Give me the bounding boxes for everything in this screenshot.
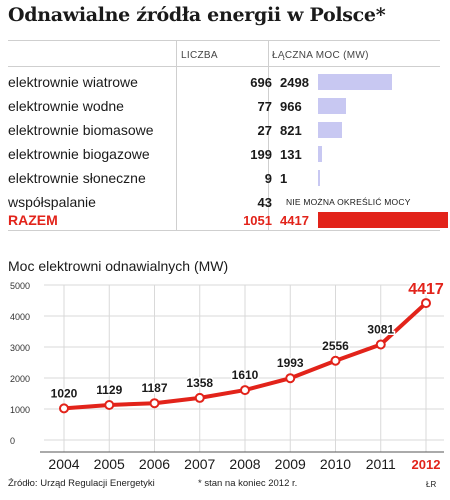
power-bar [318, 98, 347, 114]
data-label: 1129 [96, 383, 122, 397]
x-tick-label: 2010 [320, 456, 351, 472]
data-point [59, 403, 69, 414]
table-top-rule [8, 40, 440, 41]
row-count: 696 [250, 75, 272, 90]
count-column-divider [176, 40, 177, 230]
data-label: 1358 [186, 376, 213, 390]
row-label: elektrownie wodne [8, 98, 124, 114]
x-tick-label: 2006 [139, 456, 170, 472]
table-row: elektrownie biogazowe 199 131 [8, 142, 440, 166]
x-tick-label: 2012 [412, 457, 441, 472]
table-row: elektrownie biomasowe 27 821 [8, 118, 440, 142]
power-bar [318, 122, 343, 138]
y-tick-label: 2000 [10, 374, 30, 384]
x-tick-label: 2008 [229, 456, 260, 472]
row-count: 9 [264, 171, 272, 186]
data-point [330, 355, 341, 366]
row-count: 27 [257, 123, 272, 138]
table-total-row: RAZEM 1051 4417 [8, 208, 448, 232]
y-tick-label: 4000 [10, 312, 30, 322]
data-label: 1610 [232, 368, 259, 382]
row-count: 43 [257, 195, 272, 210]
data-point [240, 385, 250, 396]
row-power: 966 [280, 99, 302, 114]
total-power: 4417 [280, 213, 309, 228]
row-count: 199 [250, 147, 272, 162]
row-count: 77 [257, 99, 272, 114]
data-label: 2556 [322, 339, 349, 353]
table-row: elektrownie wodne 77 966 [8, 94, 440, 118]
page-title: Odnawialne źródła energii w Polsce* [8, 4, 386, 26]
y-tick-label: 0 [10, 436, 15, 446]
x-tick-label: 2011 [366, 456, 396, 472]
power-column-divider [268, 40, 269, 230]
x-tick-label: 2004 [48, 456, 79, 472]
row-power: 1 [280, 171, 288, 186]
chart-title: Moc elektrowni odnawialnych (MW) [8, 258, 229, 274]
x-tick-label: 2005 [94, 456, 125, 472]
table-row: elektrownie słoneczne 9 1 [8, 166, 440, 190]
data-point [421, 298, 431, 309]
row-power: 131 [280, 147, 302, 162]
power-bar [318, 74, 392, 90]
data-point [194, 392, 205, 403]
row-label: elektrownie słoneczne [8, 170, 146, 186]
data-label: 1993 [277, 356, 304, 370]
row-power: 2498 [280, 75, 309, 90]
row-label: elektrownie wiatrowe [8, 74, 138, 90]
total-count: 1051 [243, 213, 272, 228]
data-point [285, 373, 296, 384]
row-label: elektrownie biogazowe [8, 146, 150, 162]
total-power-bar [318, 212, 448, 228]
x-tick-label: 2009 [275, 456, 306, 472]
data-label: 3081 [367, 322, 394, 336]
footnote: * stan na koniec 2012 r. [198, 478, 298, 489]
count-column-header: LICZBA [181, 50, 218, 61]
y-tick-label: 3000 [10, 343, 30, 353]
data-label: 1187 [141, 381, 167, 395]
x-tick-label: 2007 [184, 456, 215, 472]
row-note: NIE MOŻNA OKREŚLIĆ MOCY [286, 197, 411, 207]
row-power: 821 [280, 123, 302, 138]
row-label: elektrownie biomasowe [8, 122, 154, 138]
table-row: współspalanie 43 NIE MOŻNA OKREŚLIĆ MOCY [8, 190, 440, 214]
data-label: 1020 [51, 386, 78, 400]
source-note: Źródło: Urząd Regulacji Energetyki [8, 478, 155, 489]
power-column-header: ŁĄCZNA MOC (MW) [272, 50, 369, 61]
y-tick-label: 1000 [10, 405, 30, 415]
data-point [149, 398, 160, 409]
author-initials: ŁR [426, 480, 437, 489]
data-point [104, 400, 115, 411]
data-point [375, 339, 386, 350]
table-header-rule [8, 66, 440, 67]
row-label: współspalanie [8, 194, 96, 210]
table-bottom-rule [8, 230, 440, 231]
data-label: 4417 [408, 281, 444, 298]
power-bar [318, 146, 322, 162]
total-label: RAZEM [8, 212, 58, 228]
table-row: elektrownie wiatrowe 696 2498 [8, 70, 440, 94]
power-bar [318, 170, 320, 186]
y-tick-label: 5000 [10, 281, 30, 291]
